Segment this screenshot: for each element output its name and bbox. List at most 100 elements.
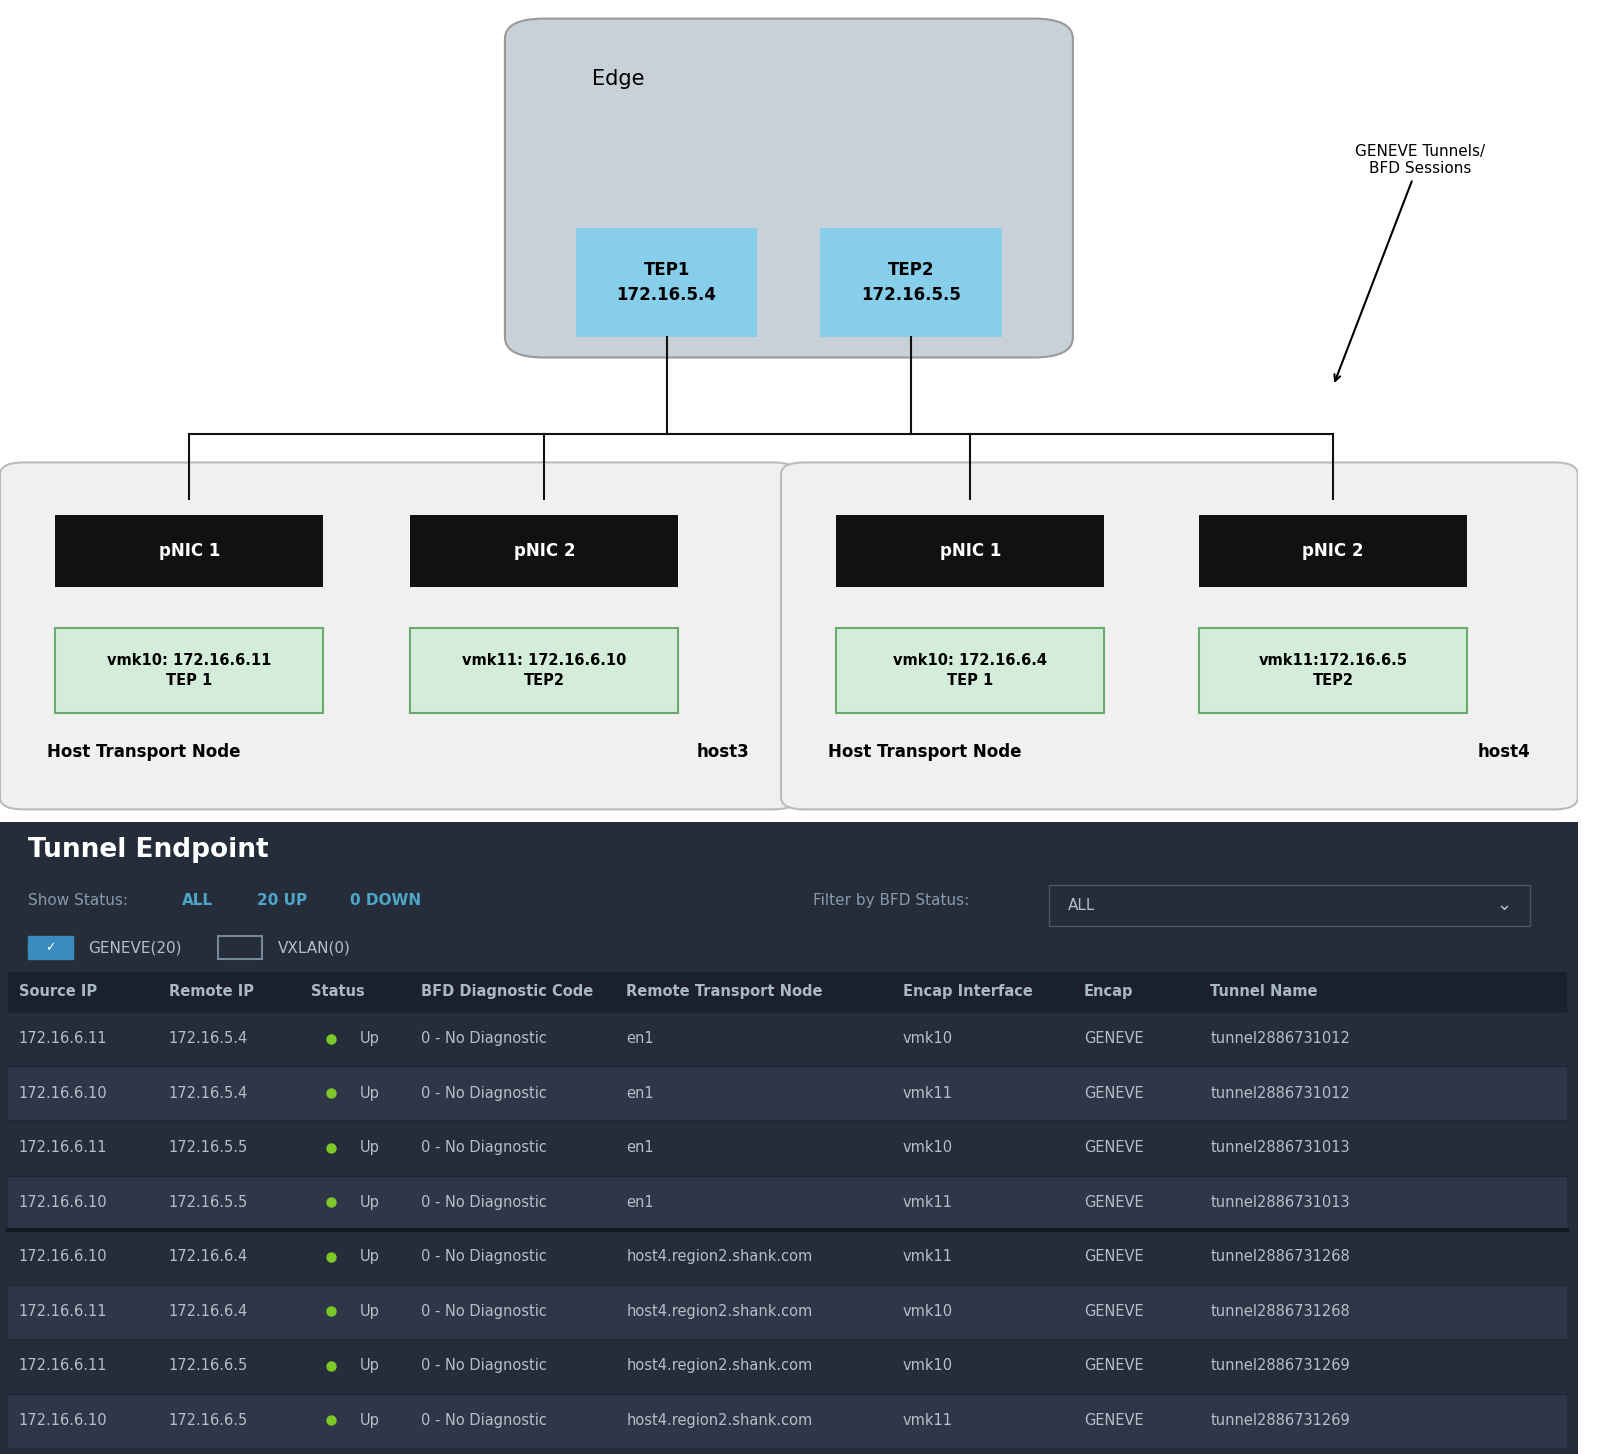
Text: 0 - No Diagnostic: 0 - No Diagnostic [422, 1249, 547, 1264]
FancyBboxPatch shape [506, 19, 1072, 358]
FancyBboxPatch shape [8, 973, 1567, 1012]
Text: TEP2
172.16.5.5: TEP2 172.16.5.5 [861, 262, 961, 304]
Text: host4: host4 [1478, 743, 1531, 760]
Text: host3: host3 [697, 743, 749, 760]
Text: vmk11: vmk11 [903, 1249, 953, 1264]
FancyBboxPatch shape [821, 228, 1001, 337]
Text: GENEVE: GENEVE [1084, 1249, 1143, 1264]
Text: 172.16.6.10: 172.16.6.10 [19, 1086, 108, 1101]
Text: GENEVE: GENEVE [1084, 1358, 1143, 1374]
FancyBboxPatch shape [8, 1176, 1567, 1230]
Text: 172.16.6.10: 172.16.6.10 [19, 1249, 108, 1264]
Text: pNIC 2: pNIC 2 [514, 542, 575, 560]
Text: vmk10: vmk10 [903, 1358, 953, 1374]
Text: pNIC 1: pNIC 1 [940, 542, 1001, 560]
Text: GENEVE: GENEVE [1084, 1195, 1143, 1210]
Text: ✓: ✓ [45, 941, 56, 954]
Text: Encap Interface: Encap Interface [903, 984, 1032, 999]
Text: Up: Up [359, 1358, 380, 1374]
Text: host4.region2.shank.com: host4.region2.shank.com [626, 1249, 813, 1264]
Text: 172.16.6.4: 172.16.6.4 [169, 1249, 248, 1264]
Text: 0 - No Diagnostic: 0 - No Diagnostic [422, 1031, 547, 1045]
FancyBboxPatch shape [411, 628, 678, 712]
Text: tunnel2886731012: tunnel2886731012 [1211, 1031, 1351, 1045]
Text: 0 - No Diagnostic: 0 - No Diagnostic [422, 1413, 547, 1428]
FancyBboxPatch shape [1199, 515, 1467, 587]
Text: en1: en1 [626, 1140, 654, 1154]
Text: 0 - No Diagnostic: 0 - No Diagnostic [422, 1304, 547, 1319]
Text: Source IP: Source IP [19, 984, 97, 999]
FancyBboxPatch shape [8, 1012, 1567, 1066]
Text: vmk10: 172.16.6.11
TEP 1: vmk10: 172.16.6.11 TEP 1 [108, 653, 272, 688]
Text: 172.16.5.4: 172.16.5.4 [169, 1086, 248, 1101]
Text: Up: Up [359, 1031, 380, 1045]
Text: tunnel2886731268: tunnel2886731268 [1211, 1249, 1349, 1264]
Text: Up: Up [359, 1086, 380, 1101]
Text: 172.16.5.4: 172.16.5.4 [169, 1031, 248, 1045]
Text: pNIC 1: pNIC 1 [159, 542, 221, 560]
Text: 172.16.6.4: 172.16.6.4 [169, 1304, 248, 1319]
Text: GENEVE: GENEVE [1084, 1140, 1143, 1154]
Text: 172.16.6.11: 172.16.6.11 [19, 1304, 108, 1319]
Text: Up: Up [359, 1140, 380, 1154]
Text: vmk11: vmk11 [903, 1195, 953, 1210]
Text: vmk10: vmk10 [903, 1140, 953, 1154]
FancyBboxPatch shape [1199, 628, 1467, 712]
Text: Host Transport Node: Host Transport Node [47, 743, 242, 760]
Text: 172.16.6.5: 172.16.6.5 [169, 1413, 248, 1428]
FancyBboxPatch shape [55, 515, 324, 587]
Text: ALL: ALL [1067, 897, 1095, 913]
Text: Remote Transport Node: Remote Transport Node [626, 984, 823, 999]
Text: 0 - No Diagnostic: 0 - No Diagnostic [422, 1086, 547, 1101]
Text: Up: Up [359, 1249, 380, 1264]
Text: tunnel2886731013: tunnel2886731013 [1211, 1140, 1349, 1154]
Text: host4.region2.shank.com: host4.region2.shank.com [626, 1358, 813, 1374]
Text: Up: Up [359, 1413, 380, 1428]
FancyBboxPatch shape [411, 515, 678, 587]
Text: vmk11: 172.16.6.10
TEP2: vmk11: 172.16.6.10 TEP2 [462, 653, 626, 688]
Text: tunnel2886731013: tunnel2886731013 [1211, 1195, 1349, 1210]
Text: Host Transport Node: Host Transport Node [829, 743, 1022, 760]
Text: 0 DOWN: 0 DOWN [351, 893, 422, 909]
Text: tunnel2886731269: tunnel2886731269 [1211, 1358, 1349, 1374]
Text: en1: en1 [626, 1195, 654, 1210]
Text: host4.region2.shank.com: host4.region2.shank.com [626, 1304, 813, 1319]
FancyBboxPatch shape [836, 515, 1104, 587]
Text: Encap: Encap [1084, 984, 1133, 999]
Text: vmk10: vmk10 [903, 1031, 953, 1045]
Text: Edge: Edge [592, 70, 644, 89]
Text: tunnel2886731268: tunnel2886731268 [1211, 1304, 1349, 1319]
FancyBboxPatch shape [0, 462, 797, 810]
Text: Up: Up [359, 1195, 380, 1210]
FancyBboxPatch shape [836, 628, 1104, 712]
Text: GENEVE Tunnels/
BFD Sessions: GENEVE Tunnels/ BFD Sessions [1335, 144, 1484, 381]
Text: vmk11: vmk11 [903, 1413, 953, 1428]
Text: vmk11: vmk11 [903, 1086, 953, 1101]
Text: GENEVE(20): GENEVE(20) [89, 941, 182, 955]
FancyBboxPatch shape [576, 228, 757, 337]
Text: Tunnel Endpoint: Tunnel Endpoint [29, 838, 269, 864]
FancyBboxPatch shape [781, 462, 1578, 810]
Text: 172.16.6.11: 172.16.6.11 [19, 1358, 108, 1374]
Text: en1: en1 [626, 1086, 654, 1101]
Text: 20 UP: 20 UP [258, 893, 308, 909]
Text: Status: Status [311, 984, 364, 999]
Text: ALL: ALL [182, 893, 213, 909]
Text: VXLAN(0): VXLAN(0) [277, 941, 351, 955]
Text: Tunnel Name: Tunnel Name [1211, 984, 1317, 999]
Text: GENEVE: GENEVE [1084, 1031, 1143, 1045]
FancyBboxPatch shape [8, 1121, 1567, 1175]
FancyBboxPatch shape [8, 1285, 1567, 1339]
Text: GENEVE: GENEVE [1084, 1413, 1143, 1428]
Text: Remote IP: Remote IP [169, 984, 254, 999]
Text: 172.16.6.10: 172.16.6.10 [19, 1413, 108, 1428]
Text: 172.16.5.5: 172.16.5.5 [169, 1140, 248, 1154]
Text: 172.16.6.10: 172.16.6.10 [19, 1195, 108, 1210]
Text: BFD Diagnostic Code: BFD Diagnostic Code [422, 984, 594, 999]
Text: TEP1
172.16.5.4: TEP1 172.16.5.4 [617, 262, 716, 304]
FancyBboxPatch shape [55, 628, 324, 712]
Text: 0 - No Diagnostic: 0 - No Diagnostic [422, 1195, 547, 1210]
Text: GENEVE: GENEVE [1084, 1086, 1143, 1101]
FancyBboxPatch shape [8, 1067, 1567, 1121]
Text: tunnel2886731269: tunnel2886731269 [1211, 1413, 1349, 1428]
